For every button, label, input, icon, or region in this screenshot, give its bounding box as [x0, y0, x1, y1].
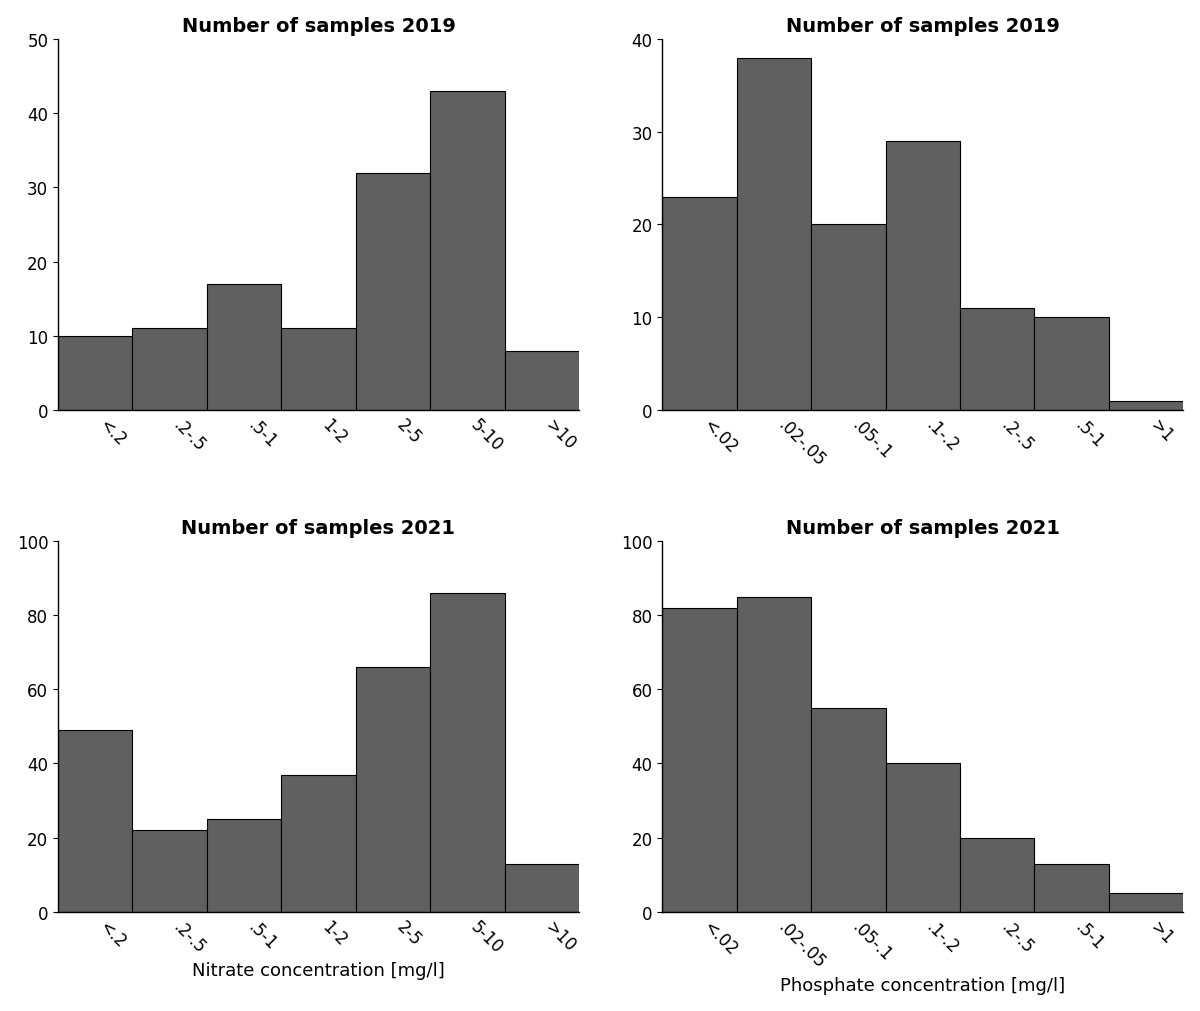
Bar [430, 593, 504, 912]
Bar [58, 337, 132, 410]
Bar [281, 329, 355, 410]
Bar [355, 667, 430, 912]
Title: Number of samples 2019: Number of samples 2019 [786, 16, 1060, 35]
Bar [1109, 401, 1183, 410]
Bar [430, 92, 504, 410]
Bar [132, 830, 206, 912]
Bar [1034, 863, 1109, 912]
Bar [811, 708, 886, 912]
Title: Number of samples 2021: Number of samples 2021 [181, 518, 456, 537]
Bar [886, 763, 960, 912]
Bar [1109, 894, 1183, 912]
Bar [206, 284, 281, 410]
Bar [737, 596, 811, 912]
Bar [1034, 317, 1109, 410]
Bar [504, 863, 578, 912]
Bar [58, 730, 132, 912]
X-axis label: Phosphate concentration [mg/l]: Phosphate concentration [mg/l] [780, 977, 1066, 995]
Bar [886, 142, 960, 410]
Bar [132, 329, 206, 410]
Bar [811, 225, 886, 410]
Bar [662, 608, 737, 912]
Bar [206, 819, 281, 912]
Title: Number of samples 2021: Number of samples 2021 [786, 518, 1060, 537]
Bar [662, 197, 737, 410]
Title: Number of samples 2019: Number of samples 2019 [181, 16, 456, 35]
Bar [355, 173, 430, 410]
Bar [504, 351, 578, 410]
Bar [281, 774, 355, 912]
Bar [737, 59, 811, 410]
X-axis label: Nitrate concentration [mg/l]: Nitrate concentration [mg/l] [192, 961, 445, 980]
Bar [960, 838, 1034, 912]
Bar [960, 308, 1034, 410]
